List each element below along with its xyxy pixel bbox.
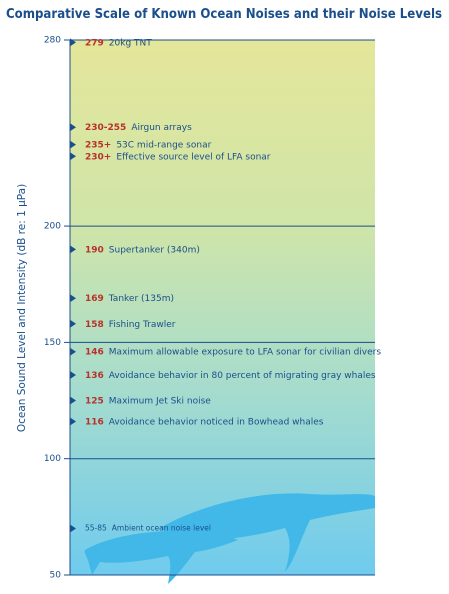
y-axis-label: Ocean Sound Level and Intensity (dB re: … xyxy=(16,184,28,432)
annotation: 169 Tanker (135m) xyxy=(85,294,174,304)
marker xyxy=(70,140,76,149)
annotation-text: Supertanker (340m) xyxy=(109,245,200,255)
chart-title: Comparative Scale of Known Ocean Noises … xyxy=(6,6,442,22)
value-label: 146 xyxy=(85,347,104,357)
value-label: 230-255 xyxy=(85,123,126,133)
annotation-text: Avoidance behavior in 80 percent of migr… xyxy=(109,370,376,380)
y-tick-label: 100 xyxy=(44,454,61,464)
annotation-text: Fishing Trawler xyxy=(109,319,176,329)
y-tick-label: 150 xyxy=(44,338,61,348)
y-tick-label: 280 xyxy=(44,36,61,46)
annotation: 125 Maximum Jet Ski noise xyxy=(85,396,211,406)
annotation: 158 Fishing Trawler xyxy=(85,319,176,329)
annotation-text: Tanker (135m) xyxy=(108,294,174,304)
annotation: 55-85 Ambient ocean noise level xyxy=(85,523,211,532)
marker xyxy=(70,396,76,405)
annotation-text: 20kg TNT xyxy=(109,38,152,48)
marker xyxy=(70,524,76,533)
y-tick-label: 200 xyxy=(44,222,61,232)
annotation-text: Airgun arrays xyxy=(131,123,192,133)
value-label: 158 xyxy=(85,319,104,329)
value-label: 55-85 xyxy=(85,523,107,532)
annotation: 136 Avoidance behavior in 80 percent of m… xyxy=(85,370,376,380)
value-label: 125 xyxy=(85,396,104,406)
marker xyxy=(70,294,76,303)
value-label: 235+ xyxy=(85,140,111,150)
annotation-text: Avoidance behavior noticed in Bowhead wh… xyxy=(109,417,324,427)
value-label: 136 xyxy=(85,370,104,380)
annotation: 230+ Effective source level of LFA sonar xyxy=(85,152,271,162)
marker xyxy=(70,347,76,356)
annotation: 279 20kg TNT xyxy=(85,38,152,48)
annotation: 146 Maximum allowable exposure to LFA son… xyxy=(85,347,381,357)
y-tick-label: 50 xyxy=(50,571,62,581)
annotation: 235+ 53C mid-range sonar xyxy=(85,140,212,150)
value-label: 190 xyxy=(85,245,104,255)
annotation-text: Maximum Jet Ski noise xyxy=(109,396,211,406)
annotation-text: Maximum allowable exposure to LFA sonar … xyxy=(109,347,382,357)
annotation-text: Effective source level of LFA sonar xyxy=(116,152,270,162)
marker xyxy=(70,319,76,328)
value-label: 169 xyxy=(85,294,104,304)
annotation: 230-255 Airgun arrays xyxy=(85,123,192,133)
annotation: 116 Avoidance behavior noticed in Bowhead… xyxy=(85,417,324,427)
annotation-text: Ambient ocean noise level xyxy=(112,523,211,532)
whales xyxy=(84,493,375,584)
marker xyxy=(70,38,76,47)
value-label: 279 xyxy=(85,38,104,48)
annotation-text: 53C mid-range sonar xyxy=(116,140,211,150)
marker xyxy=(70,417,76,426)
marker xyxy=(70,370,76,379)
marker xyxy=(70,123,76,132)
value-label: 116 xyxy=(85,417,104,427)
marker xyxy=(70,245,76,254)
marker xyxy=(70,152,76,161)
value-label: 230+ xyxy=(85,152,111,162)
annotation: 190 Supertanker (340m) xyxy=(85,245,200,255)
background xyxy=(70,40,375,575)
